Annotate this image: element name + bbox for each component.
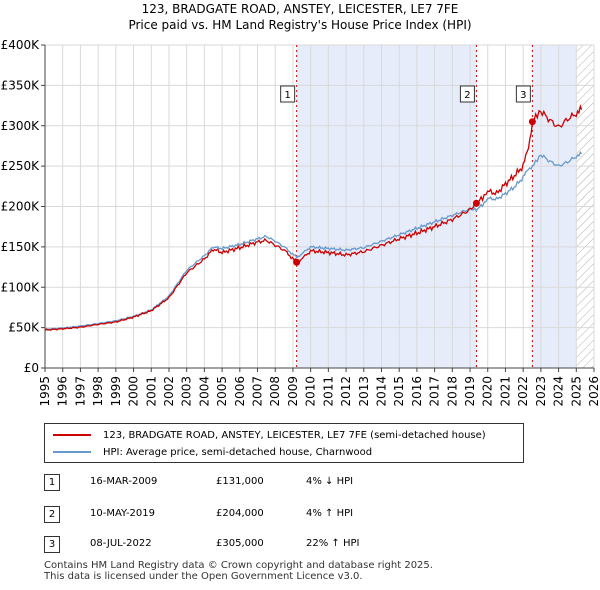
price-chart: 1 2 3 £0 £50K £100K £150K £200K £250K £300K £350K… [1,38,600,407]
x-tick-label: 2022 [516,376,530,407]
x-tick-label: 2023 [534,376,548,407]
transaction-date: 08-JUL-2022 [90,538,152,549]
y-tick-label: £100K [1,280,41,294]
transaction-point [528,118,536,126]
chart-subtitle: Price paid vs. HM Land Registry's House … [128,18,472,32]
legend-swatch-hpi [53,451,91,453]
table-row: 2 10-MAY-2019 £204,000 4% ↑ HPI [44,506,564,523]
transaction-date: 10-MAY-2019 [90,508,156,519]
transaction-hpi-diff: 4% ↑ HPI [306,508,354,519]
x-tick-label: 2007 [251,376,265,407]
x-tick-label: 2018 [445,376,459,407]
transaction-number: 2 [44,506,60,523]
x-tick-label: 2017 [428,376,442,407]
transaction-label: 2 [464,90,470,101]
footer-licence: This data is licensed under the Open Gov… [44,571,363,582]
x-tick-label: 2001 [144,376,158,407]
chart-legend: 123, BRADGATE ROAD, ANSTEY, LEICESTER, L… [44,423,524,463]
y-tick-label: £300K [1,119,41,133]
transaction-label: 1 [284,90,290,101]
x-tick-label: 2005 [215,376,229,407]
x-tick-label: 2024 [552,376,566,407]
legend-label-property: 123, BRADGATE ROAD, ANSTEY, LEICESTER, L… [103,429,486,441]
x-tick-label: 2002 [162,376,176,407]
legend-item-property: 123, BRADGATE ROAD, ANSTEY, LEICESTER, L… [53,427,486,443]
x-tick-label: 2009 [286,376,300,407]
x-tick-label: 2015 [392,376,406,407]
legend-swatch-property [53,434,91,436]
x-tick-label: 2004 [197,376,211,407]
x-tick-label: 2014 [374,376,388,407]
y-tick-label: £50K [8,321,40,335]
legend-label-hpi: HPI: Average price, semi-detached house,… [103,446,373,458]
x-tick-label: 2021 [498,376,512,407]
transaction-date: 16-MAR-2009 [90,476,158,487]
property-price-line [45,104,583,331]
x-tick-label: 2016 [410,376,424,407]
y-tick-label: £200K [1,200,41,214]
legend-item-hpi: HPI: Average price, semi-detached house,… [53,444,372,460]
transaction-label: 3 [520,90,526,101]
x-tick-label: 1995 [38,376,52,407]
y-tick-label: £150K [1,240,41,254]
x-tick-label: 2006 [233,376,247,407]
x-tick-label: 2026 [587,376,600,407]
transaction-point [472,199,480,207]
transaction-hpi-diff: 4% ↓ HPI [306,476,354,487]
y-tick-label: £400K [1,38,41,52]
table-row: 3 08-JUL-2022 £305,000 22% ↑ HPI [44,536,564,553]
x-tick-label: 2008 [268,376,282,407]
y-tick-label: £0 [24,361,39,375]
x-tick-label: 1998 [91,376,105,407]
transaction-hpi-diff: 22% ↑ HPI [306,538,360,549]
x-tick-label: 2010 [304,376,318,407]
y-tick-label: £250K [1,159,41,173]
x-tick-label: 2012 [339,376,353,407]
transaction-price: £305,000 [216,538,264,549]
transaction-number: 3 [44,536,60,553]
x-tick-label: 2025 [569,376,583,407]
transaction-price: £131,000 [216,476,264,487]
transaction-label-box [280,85,296,103]
footer-copyright: Contains HM Land Registry data © Crown c… [44,560,433,571]
x-tick-label: 2013 [357,376,371,407]
x-tick-label: 1997 [73,376,87,407]
y-tick-label: £350K [1,78,41,92]
transaction-label-box [459,85,475,103]
x-tick-label: 2019 [463,376,477,407]
x-tick-label: 2011 [321,376,335,407]
transaction-point [293,258,301,266]
transaction-number: 1 [44,474,60,491]
table-row: 1 16-MAR-2009 £131,000 4% ↓ HPI [44,474,564,491]
x-tick-label: 2003 [180,376,194,407]
x-tick-label: 1996 [56,376,70,407]
transaction-price: £204,000 [216,508,264,519]
transaction-label-box [515,85,531,103]
x-tick-label: 2020 [481,376,495,407]
chart-title: 123, BRADGATE ROAD, ANSTEY, LEICESTER, L… [141,2,459,16]
x-tick-label: 2000 [127,376,141,407]
hpi-line [45,150,583,330]
x-tick-label: 1999 [109,376,123,407]
